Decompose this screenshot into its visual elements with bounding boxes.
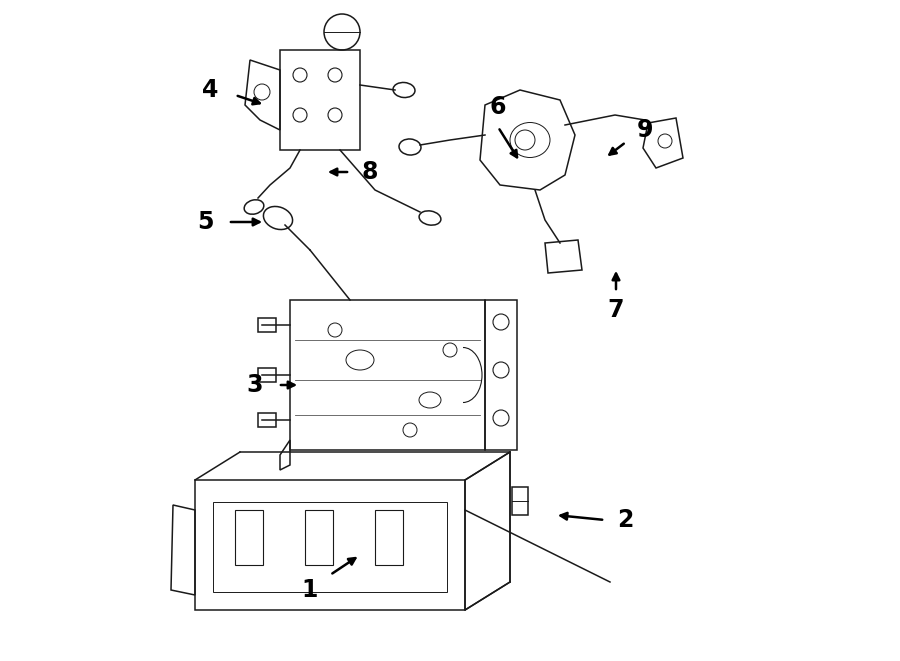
Bar (375, 510, 403, 565)
Text: 4: 4 (202, 78, 218, 102)
Bar (258, 318, 276, 332)
Bar (213, 502, 447, 592)
Text: 5: 5 (197, 210, 213, 234)
Text: 7: 7 (608, 298, 625, 322)
Bar (290, 300, 485, 450)
Bar (512, 487, 528, 515)
Bar (485, 300, 517, 450)
Text: 1: 1 (302, 578, 319, 602)
Bar (235, 510, 263, 565)
Text: 9: 9 (637, 118, 653, 142)
Bar (195, 480, 465, 610)
Bar (258, 368, 276, 382)
Bar (305, 510, 333, 565)
Bar (280, 50, 360, 150)
Text: 6: 6 (490, 95, 506, 119)
Text: 3: 3 (247, 373, 263, 397)
Text: 2: 2 (616, 508, 634, 532)
Text: 8: 8 (362, 160, 378, 184)
Bar (258, 413, 276, 427)
